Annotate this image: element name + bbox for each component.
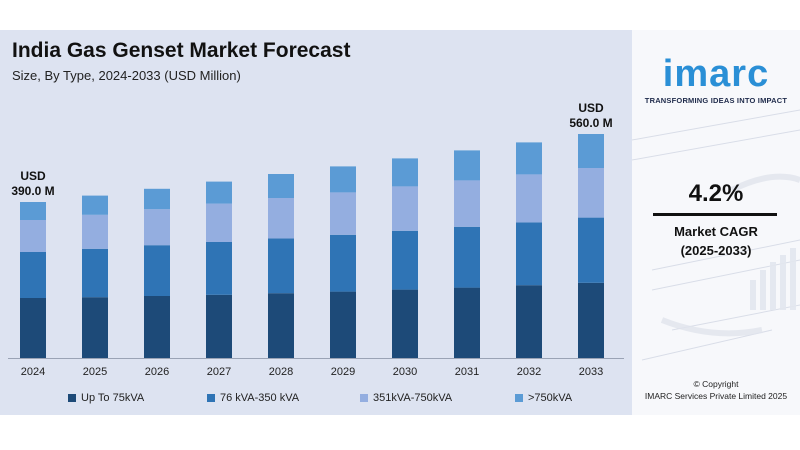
x-tick-label: 2028 xyxy=(269,366,293,378)
legend-swatch xyxy=(360,394,368,402)
cagr-divider xyxy=(653,213,777,216)
bar-2031-series-2 xyxy=(454,226,480,288)
infographic-card: India Gas Genset Market Forecast Size, B… xyxy=(0,30,800,415)
stacked-bar-chart: 2024 2025 2026 2027 2028 2029 2030 2031 2032 2033… xyxy=(8,101,624,378)
x-tick-label: 2033 xyxy=(579,366,603,378)
legend-swatch xyxy=(68,394,76,402)
legend-item: 76 kVA-350 kVA xyxy=(207,392,299,404)
copyright-text: © Copyright xyxy=(693,379,739,389)
total-annotation-line1: USD xyxy=(578,101,604,115)
bar-2026-series-1 xyxy=(144,296,170,358)
x-tick-label: 2026 xyxy=(145,366,169,378)
legend-item: Up To 75kVA xyxy=(68,392,144,404)
bar-2032-series-3 xyxy=(516,174,542,223)
bar-2025-series-2 xyxy=(82,248,108,298)
chart-subtitle: Size, By Type, 2024-2033 (USD Million) xyxy=(12,68,241,83)
bar-2033-series-4 xyxy=(578,134,604,168)
logo-wordmark: imarc xyxy=(662,53,770,95)
chart-legend: Up To 75kVA 76 kVA-350 kVA 351kVA-750kVA >7… xyxy=(0,390,632,410)
legend-item: 351kVA-750kVA xyxy=(360,392,452,404)
cagr-label: Market CAGR xyxy=(674,224,758,239)
legend-item: >750kVA xyxy=(515,392,572,404)
legend-label: >750kVA xyxy=(528,392,573,404)
bar-2024-series-2 xyxy=(20,252,46,298)
x-tick-label: 2031 xyxy=(455,366,479,378)
bar-2026-series-4 xyxy=(144,188,170,210)
bar-2032-series-2 xyxy=(516,222,542,286)
bar-2027-series-2 xyxy=(206,242,232,295)
bar-2030-series-2 xyxy=(392,230,418,290)
bar-2031-series-3 xyxy=(454,180,480,227)
imarc-logo: imarc TRANSFORMING IDEAS INTO IMPACT xyxy=(640,54,792,105)
bar-2028-series-1 xyxy=(268,293,294,358)
x-tick-label: 2024 xyxy=(21,366,45,378)
logo-tagline: TRANSFORMING IDEAS INTO IMPACT xyxy=(644,96,788,105)
total-annotation-line1: USD xyxy=(20,169,46,183)
bar-2024-series-4 xyxy=(20,202,46,220)
bar-2032-series-1 xyxy=(516,285,542,358)
legend-label: Up To 75kVA xyxy=(81,392,145,404)
bar-2031-series-4 xyxy=(454,150,480,181)
bar-2028-series-3 xyxy=(268,198,294,239)
background-decoration xyxy=(632,109,800,361)
bar-2027-series-3 xyxy=(206,203,232,242)
bar-2024-series-1 xyxy=(20,298,46,358)
company-name: IMARC Services Private Limited 2025 xyxy=(644,391,788,401)
total-annotation-line2: 390.0 M xyxy=(11,184,54,198)
cagr-value: 4.2% xyxy=(688,180,744,207)
chart-panel: India Gas Genset Market Forecast Size, B… xyxy=(0,30,632,415)
legend-label: 76 kVA-350 kVA xyxy=(220,392,300,404)
x-tick-label: 2029 xyxy=(331,366,355,378)
bar-2029-series-1 xyxy=(330,291,356,358)
bar-2026-series-3 xyxy=(144,209,170,246)
bar-2033-series-3 xyxy=(578,168,604,218)
legend-swatch xyxy=(515,394,523,402)
brand-panel: imarc TRANSFORMING IDEAS INTO IMPACT xyxy=(632,30,800,415)
bar-2029-series-4 xyxy=(330,166,356,193)
x-tick-label: 2025 xyxy=(83,366,107,378)
bar-2031-series-1 xyxy=(454,287,480,358)
bar-2030-series-1 xyxy=(392,289,418,358)
x-tick-label: 2030 xyxy=(393,366,417,378)
bar-2029-series-2 xyxy=(330,234,356,292)
bar-2028-series-2 xyxy=(268,238,294,294)
x-tick-label: 2032 xyxy=(517,366,541,378)
total-annotation-line2: 560.0 M xyxy=(569,116,612,130)
x-tick-label: 2027 xyxy=(207,366,231,378)
bar-2027-series-4 xyxy=(206,181,232,204)
legend-label: 351kVA-750kVA xyxy=(373,392,453,404)
bar-2029-series-3 xyxy=(330,192,356,235)
bar-2027-series-1 xyxy=(206,294,232,358)
bar-2025-series-3 xyxy=(82,214,108,249)
cagr-period: (2025-2033) xyxy=(680,243,752,258)
bar-2033-series-2 xyxy=(578,217,604,283)
bar-2033-series-1 xyxy=(578,282,604,358)
legend-swatch xyxy=(207,394,215,402)
bar-2032-series-4 xyxy=(516,142,542,175)
bar-2030-series-3 xyxy=(392,186,418,231)
bar-2030-series-4 xyxy=(392,158,418,187)
bar-2028-series-4 xyxy=(268,174,294,198)
bar-2026-series-2 xyxy=(144,245,170,296)
bar-2025-series-4 xyxy=(82,195,108,215)
bar-2024-series-3 xyxy=(20,220,46,252)
bar-2025-series-1 xyxy=(82,297,108,358)
chart-title: India Gas Genset Market Forecast xyxy=(12,39,351,62)
